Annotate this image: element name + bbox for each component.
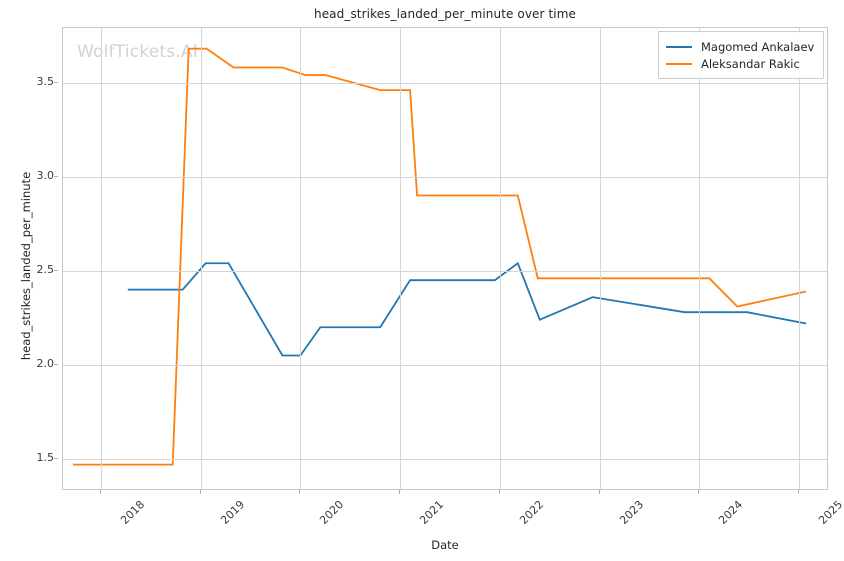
x-tick-label: 2022 bbox=[517, 498, 547, 527]
legend-item[interactable]: Magomed Ankalaev bbox=[666, 38, 814, 55]
y-tick-label: 2.0 bbox=[36, 356, 55, 370]
legend-color-swatch bbox=[666, 45, 692, 48]
legend-label: Magomed Ankalaev bbox=[701, 39, 815, 54]
y-tick-mark bbox=[54, 269, 58, 271]
gridline-vertical bbox=[499, 28, 501, 489]
gridline-horizontal bbox=[63, 459, 827, 460]
x-tick-mark bbox=[399, 490, 401, 494]
gridline-vertical bbox=[799, 28, 801, 489]
x-tick-mark bbox=[698, 490, 700, 494]
gridline-horizontal bbox=[63, 176, 827, 178]
y-tick-mark bbox=[54, 458, 58, 459]
x-tick-mark bbox=[498, 490, 500, 494]
chart-title: head_strikes_landed_per_minute over time bbox=[313, 7, 576, 21]
x-axis-label: Date bbox=[431, 538, 459, 552]
gridline-vertical bbox=[599, 28, 601, 489]
series-lines bbox=[72, 47, 807, 466]
gridline-vertical bbox=[699, 28, 701, 489]
x-tick-label: 2023 bbox=[616, 498, 646, 527]
watermark-text: WolfTickets.AI bbox=[77, 42, 198, 62]
gridline-horizontal bbox=[63, 364, 827, 366]
data-line bbox=[72, 47, 807, 466]
x-tick-mark bbox=[598, 490, 600, 494]
gridline-vertical bbox=[100, 28, 102, 489]
legend-color-swatch bbox=[666, 62, 692, 65]
y-tick-label: 2.5 bbox=[36, 262, 55, 276]
gridline-vertical bbox=[300, 28, 302, 489]
x-tick-label: 2020 bbox=[317, 498, 347, 527]
y-tick-label: 3.5 bbox=[36, 74, 55, 88]
x-tick-mark bbox=[798, 490, 800, 494]
gridline-vertical bbox=[200, 28, 202, 489]
gridline-vertical bbox=[400, 28, 402, 489]
y-tick-mark bbox=[54, 81, 58, 83]
x-tick-mark bbox=[99, 490, 101, 494]
y-tick-label: 1.5 bbox=[36, 451, 55, 464]
legend-label: Aleksandar Rakic bbox=[701, 56, 800, 71]
gridline-horizontal bbox=[63, 270, 827, 272]
data-line bbox=[127, 261, 807, 357]
x-tick-label: 2019 bbox=[217, 498, 247, 527]
x-tick-mark bbox=[299, 490, 301, 494]
x-tick-label: 2024 bbox=[716, 498, 746, 527]
x-tick-mark bbox=[199, 490, 201, 494]
x-tick-label: 2018 bbox=[118, 498, 148, 527]
chart-legend: Magomed Ankalaev Aleksandar Rakic bbox=[658, 31, 825, 79]
plot-area: WolfTickets.AI bbox=[62, 27, 828, 490]
x-axis: 2018 2019 2020 2021 2022 2023 2024 2025 bbox=[62, 490, 844, 540]
x-tick-label: 2021 bbox=[417, 498, 447, 527]
y-tick-mark bbox=[54, 363, 58, 365]
y-axis: head_strikes_landed_per_minute 1.5 2.0 2.5… bbox=[0, 27, 58, 490]
gridline-horizontal bbox=[63, 82, 827, 84]
x-tick-label: 2025 bbox=[816, 498, 844, 527]
legend-item[interactable]: Aleksandar Rakic bbox=[666, 55, 814, 72]
y-tick-mark bbox=[54, 175, 58, 177]
y-tick-label: 3.0 bbox=[36, 168, 55, 182]
